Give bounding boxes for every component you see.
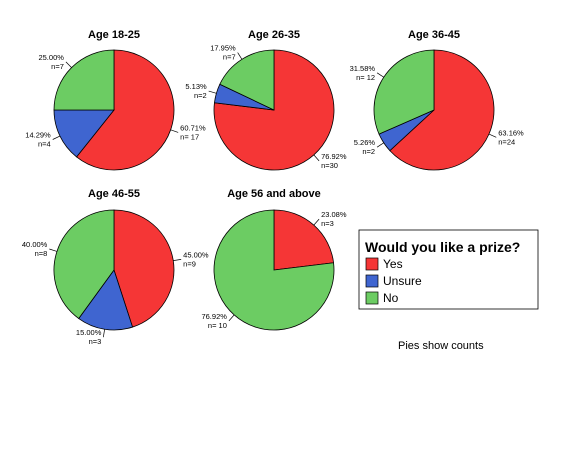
slice-count: n=4 (38, 140, 51, 149)
slice-count: n=2 (194, 91, 207, 100)
leader-line (313, 154, 320, 162)
legend-label-unsure: Unsure (383, 274, 422, 288)
slice-label-no: 17.95% n=7 (210, 44, 236, 62)
slice-label-yes: 45.00% n=9 (183, 250, 209, 268)
slice-label-no: 76.92% n= 10 (201, 312, 227, 330)
slice-percent: 76.92% (321, 152, 347, 161)
leader-line (52, 135, 61, 140)
slice-count: n=3 (321, 219, 334, 228)
leader-line (313, 218, 320, 226)
slice-percent: 17.95% (210, 44, 236, 53)
legend-item-no: No (365, 291, 399, 305)
leader-line (173, 259, 182, 261)
pie-slice-yes (389, 49, 495, 171)
slice-count: n=30 (321, 161, 338, 170)
leader-line (208, 90, 217, 94)
legend-label-yes: Yes (383, 257, 403, 271)
slice-percent: 14.29% (25, 131, 51, 140)
slice-count: n= 17 (180, 132, 199, 141)
slice-count: n=7 (51, 62, 64, 71)
slice-label-unsure: 5.26% n=2 (354, 138, 376, 156)
slice-percent: 76.92% (201, 312, 227, 321)
legend-label-no: No (383, 291, 399, 305)
leader-line (170, 129, 179, 133)
slice-label-no: 31.58% n= 12 (350, 64, 376, 82)
slice-percent: 45.00% (183, 250, 209, 259)
leader-line (49, 248, 58, 252)
pie-slice-no (219, 49, 275, 111)
slice-label-no: 40.00% n=8 (22, 240, 48, 258)
slice-percent: 40.00% (22, 240, 48, 249)
pie-slice-yes (113, 209, 175, 328)
legend-item-unsure: Unsure (365, 274, 422, 288)
pie-slice-no (373, 49, 435, 135)
pie-slice-no (53, 49, 115, 111)
slice-count: n=7 (223, 53, 236, 62)
slice-percent: 5.26% (354, 138, 376, 147)
pies-show-counts-note: Pies show counts (398, 340, 484, 352)
pie-title: Age 26-35 (248, 29, 300, 41)
slice-percent: 5.13% (185, 82, 207, 91)
slice-label-no: 25.00% n=7 (38, 53, 64, 71)
legend: Would you like a prize? Yes Unsure No (358, 229, 539, 310)
pie-slice-yes (273, 209, 335, 271)
legend-item-yes: Yes (365, 257, 403, 271)
leader-line (488, 133, 497, 138)
leader-line (228, 314, 235, 322)
pie-slice-yes (213, 49, 335, 171)
slice-label-yes: 76.92% n=30 (321, 152, 347, 170)
pie-title: Age 56 and above (227, 188, 321, 200)
leader-line (376, 142, 384, 148)
pie-title: Age 36-45 (408, 29, 460, 41)
legend-swatch-no (365, 291, 379, 305)
pie-age-26-35: Age 26-35 76.92% n=30 5.13% n=2 17.95% n=7 (185, 29, 347, 171)
slice-label-unsure: 5.13% n=2 (185, 82, 207, 100)
slice-count: n=9 (183, 259, 196, 268)
slice-count: n=3 (89, 337, 102, 346)
pie-slice-unsure (78, 269, 134, 331)
leader-line (237, 52, 243, 60)
pie-age-46-55: Age 46-55 45.00% n=9 15.00% n=3 40.00% n=8 (22, 188, 209, 346)
slice-count: n=24 (498, 137, 515, 146)
legend-title: Would you like a prize? (365, 239, 520, 255)
slice-percent: 60.71% (180, 123, 206, 132)
slice-percent: 23.08% (321, 210, 347, 219)
slice-percent: 63.16% (498, 128, 524, 137)
pie-slice-unsure (53, 109, 115, 158)
slice-label-yes: 23.08% n=3 (321, 210, 347, 228)
leader-line (65, 61, 72, 68)
pie-title: Age 18-25 (88, 29, 140, 41)
slice-count: n= 10 (208, 321, 227, 330)
slice-label-unsure: 14.29% n=4 (25, 131, 51, 149)
legend-box (358, 229, 539, 310)
slice-count: n=2 (362, 147, 375, 156)
pie-age-36-45: Age 36-45 63.16% n=24 5.26% n=2 31.58% n= 12 (350, 29, 524, 171)
legend-swatch-unsure (365, 274, 379, 288)
slice-label-yes: 63.16% n=24 (498, 128, 524, 146)
pie-title: Age 46-55 (88, 188, 140, 200)
slice-count: n=8 (35, 249, 48, 258)
slice-percent: 15.00% (76, 328, 102, 337)
legend-swatch-yes (365, 257, 379, 271)
slice-count: n= 12 (356, 73, 375, 82)
pie-age-18-25: Age 18-25 60.71% n= 17 14.29% n=4 25.00% n=7 (25, 29, 206, 171)
leader-line (376, 72, 384, 78)
leader-line (103, 329, 105, 338)
slice-label-unsure: 15.00% n=3 (76, 328, 102, 346)
slice-percent: 31.58% (350, 64, 376, 73)
slice-label-yes: 60.71% n= 17 (180, 123, 206, 141)
pie-slice-no (213, 209, 335, 331)
slice-percent: 25.00% (38, 53, 64, 62)
